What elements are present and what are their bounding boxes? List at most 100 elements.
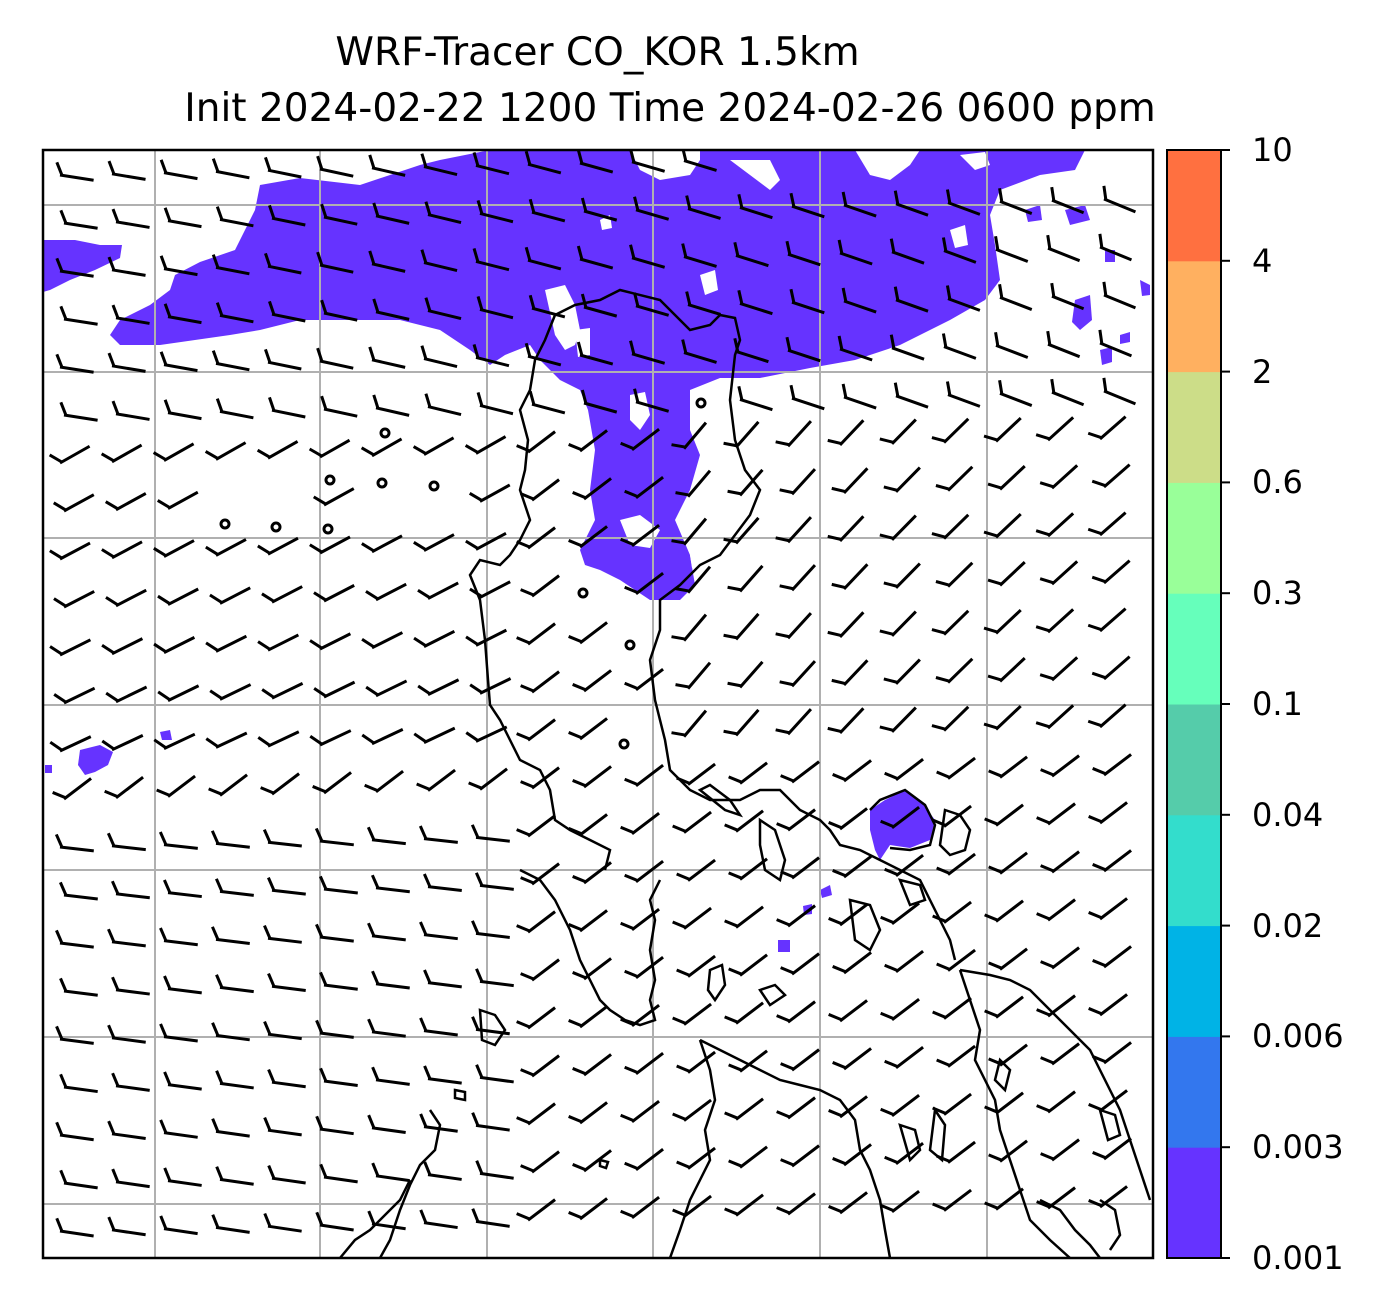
wind-barb-feather <box>111 1168 120 1183</box>
wind-barb-feather <box>152 451 167 461</box>
wind-barb-feather <box>987 482 1002 490</box>
wind-barb-shaft <box>946 657 974 684</box>
wind-barb-shaft <box>63 1085 98 1094</box>
wind-barb-feather <box>1039 481 1054 489</box>
wind-barb-shaft <box>375 982 410 990</box>
wind-barb-feather <box>884 1059 899 1068</box>
wind-barb-shaft <box>375 679 408 698</box>
wind-barb-feather <box>412 445 427 455</box>
wind-barb-shaft <box>167 315 202 325</box>
wind-barb-feather <box>59 977 68 992</box>
wind-barb-feather <box>572 875 587 884</box>
wind-barb-feather <box>367 1018 376 1033</box>
wind-barb-shaft <box>219 889 254 897</box>
wind-barb-shaft <box>423 1029 458 1037</box>
wind-barb-feather <box>372 394 380 409</box>
wind-barb-feather <box>372 298 380 313</box>
wind-barb-feather <box>723 537 738 544</box>
wind-barb-feather <box>516 924 531 933</box>
wind-barb-shaft <box>111 940 146 948</box>
wind-barb-shaft <box>635 400 670 413</box>
wind-barb-feather <box>55 1121 64 1136</box>
wind-barb-shaft <box>271 216 306 227</box>
wind-barb-shaft <box>579 525 608 549</box>
wind-barb-feather <box>624 681 639 690</box>
wind-barb-shaft <box>791 1144 820 1168</box>
wind-barb-feather <box>988 865 1003 874</box>
wind-barb-feather <box>364 783 379 792</box>
wind-barb-feather <box>880 1011 895 1020</box>
wind-barb-feather <box>268 300 276 316</box>
wind-barb-feather <box>879 725 894 732</box>
wind-barb-shaft <box>994 512 1022 539</box>
wind-barb-shaft <box>579 909 608 933</box>
colorbar-segment <box>1167 482 1221 594</box>
wind-barb-shaft <box>583 957 612 981</box>
wind-barb-shaft <box>1047 898 1076 922</box>
wind-barb-feather <box>893 190 900 205</box>
wind-barb-feather <box>624 873 639 882</box>
wind-barb-shaft <box>734 420 760 449</box>
wind-barb-feather <box>879 437 894 444</box>
wind-barb-feather <box>1040 1152 1055 1161</box>
wind-barb-shaft <box>323 407 358 418</box>
wind-barb-feather <box>418 825 428 840</box>
wind-barb-feather <box>520 588 535 597</box>
wind-barb-shaft <box>531 210 566 223</box>
wind-barb-feather <box>313 591 327 602</box>
wind-barb-shaft <box>787 348 821 363</box>
wind-barb-shaft <box>631 812 660 835</box>
wind-barb-feather <box>420 249 428 264</box>
wind-barb-feather <box>576 341 584 356</box>
wind-barb-shaft <box>63 777 92 801</box>
wind-barb-shaft <box>267 168 302 179</box>
wind-barb-shaft <box>59 735 92 753</box>
wind-barb-feather <box>157 594 171 605</box>
wind-barb-feather <box>320 395 328 410</box>
wind-barb-shaft <box>838 515 865 543</box>
wind-barb-feather <box>941 333 948 348</box>
wind-barb-feather <box>417 588 431 599</box>
wind-barb-feather <box>1046 330 1052 346</box>
wind-barb-shaft <box>839 1095 868 1119</box>
wind-barb-shaft <box>111 734 144 752</box>
wind-barb-feather <box>262 829 272 844</box>
wind-barb-feather <box>994 236 1000 251</box>
wind-barb-shaft <box>111 1228 146 1237</box>
wind-barb-feather <box>580 389 588 404</box>
wind-barb-shaft <box>790 564 817 592</box>
wind-barb-feather <box>776 822 791 831</box>
wind-barb-feather <box>724 1015 739 1024</box>
wind-barb-shaft <box>683 1002 712 1026</box>
wind-barb-shaft <box>371 437 403 458</box>
wind-barb-feather <box>998 284 1004 299</box>
wind-barb-shaft <box>479 677 512 695</box>
wind-barb-shaft <box>427 405 462 417</box>
wind-barb-shaft <box>995 899 1024 923</box>
wind-barb-shaft <box>427 309 462 321</box>
wind-barb-feather <box>737 386 744 401</box>
wind-barb-shaft <box>371 727 404 746</box>
wind-barb-shaft <box>999 1043 1028 1067</box>
wind-barb-feather <box>1088 1199 1103 1208</box>
wind-barb-shaft <box>687 303 721 316</box>
wind-barb-shaft <box>687 858 716 882</box>
wind-barb-shaft <box>323 584 355 603</box>
wind-barb-feather <box>675 587 690 593</box>
wind-barb-feather <box>49 645 63 656</box>
wind-barb-shaft <box>215 634 248 653</box>
wind-barb-feather <box>780 1158 795 1167</box>
wind-barb-shaft <box>583 477 612 501</box>
wind-barb-shaft <box>267 730 300 748</box>
wind-barb-feather <box>675 491 690 497</box>
wind-barb-feather <box>159 351 168 366</box>
wind-barb-feather <box>832 1061 847 1070</box>
wind-barb-shaft <box>267 1032 302 1041</box>
wind-barb-shaft <box>63 590 95 609</box>
wind-barb-shaft <box>682 517 708 546</box>
wind-barb-shaft <box>527 718 556 742</box>
wind-barb-feather <box>260 786 275 795</box>
wind-barb-feather <box>828 1013 843 1022</box>
wind-barb-shaft <box>219 683 252 701</box>
